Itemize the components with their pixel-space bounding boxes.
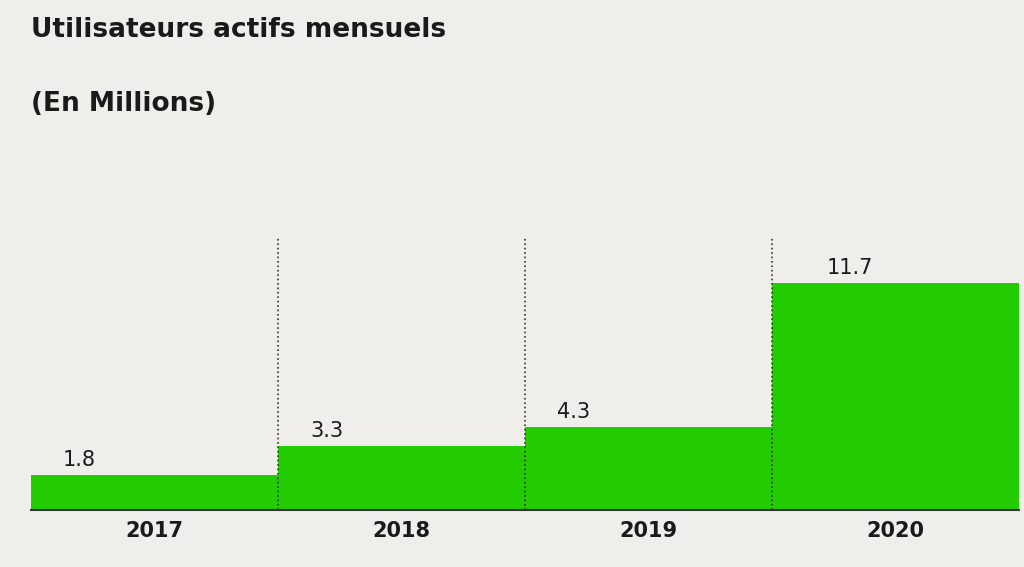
Text: 1.8: 1.8 [62,450,96,471]
Text: (En Millions): (En Millions) [31,91,216,117]
Text: 3.3: 3.3 [310,421,343,441]
Bar [524,427,772,510]
Text: 4.3: 4.3 [557,402,590,422]
Bar [772,283,1019,510]
Bar [31,475,278,510]
Text: Utilisateurs actifs mensuels: Utilisateurs actifs mensuels [31,17,445,43]
Bar [278,446,524,510]
Text: 11.7: 11.7 [826,258,872,278]
